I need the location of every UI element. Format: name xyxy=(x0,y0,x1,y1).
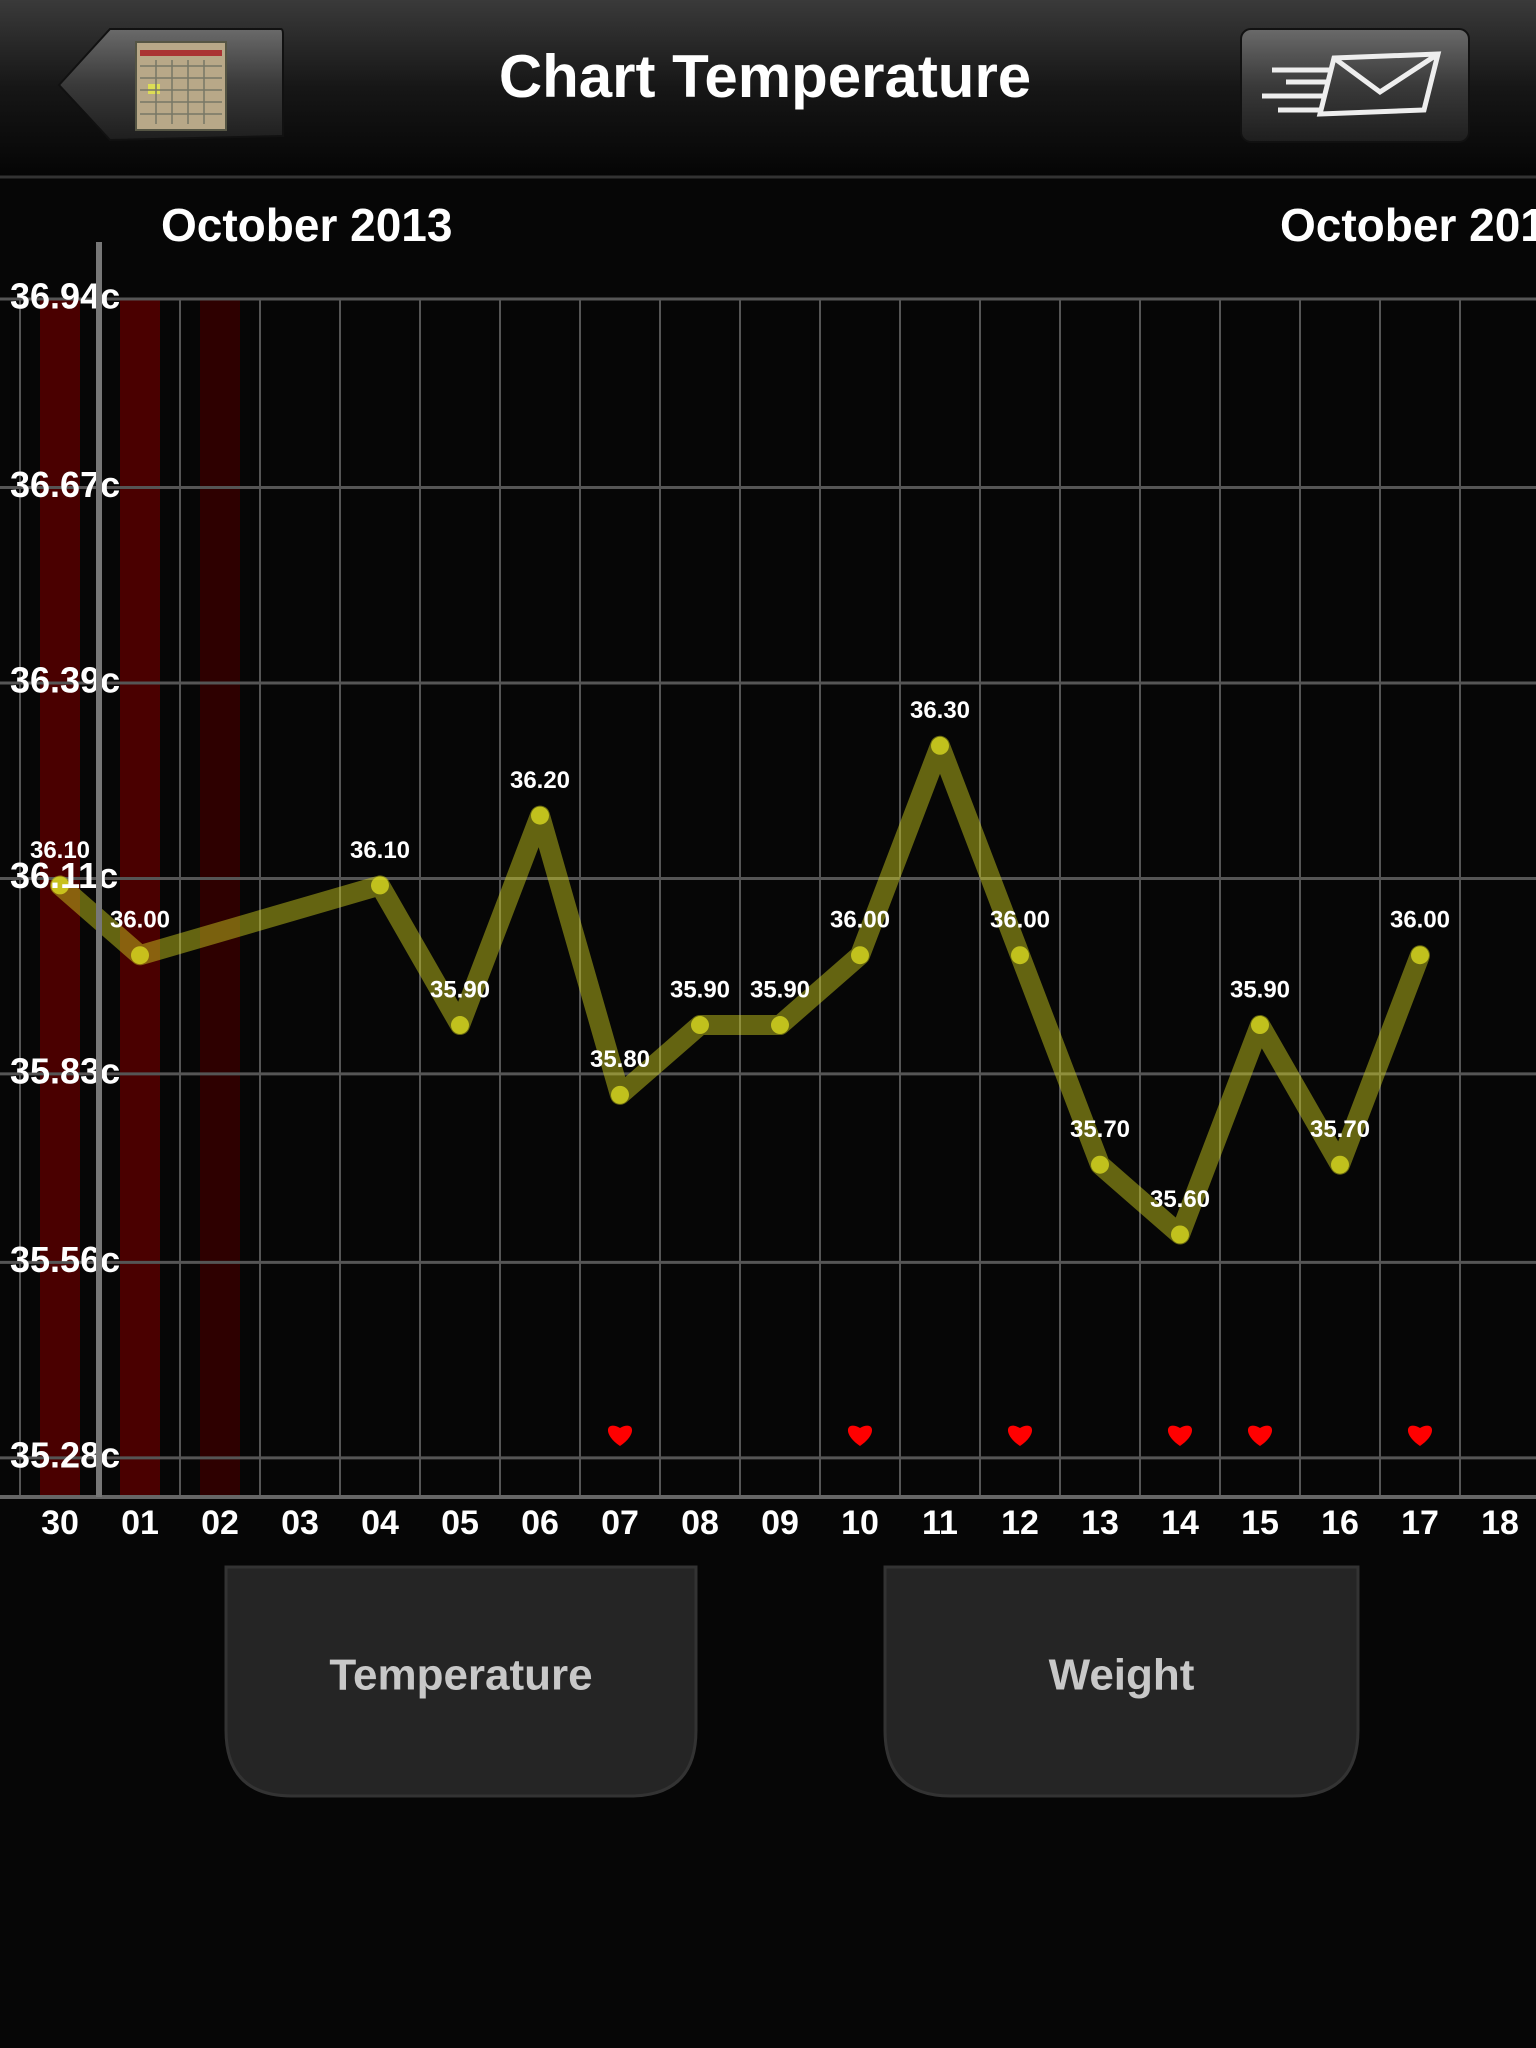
x-tick-label: 15 xyxy=(1241,1504,1279,1542)
data-point xyxy=(691,1016,709,1035)
data-point xyxy=(1171,1225,1189,1244)
month-label: October 2013 xyxy=(161,199,452,251)
tab-button[interactable]: Temperature xyxy=(224,1565,698,1798)
month-label: October 2013 xyxy=(1280,199,1536,251)
data-point xyxy=(371,876,389,895)
data-point xyxy=(1331,1155,1349,1174)
y-tick-label: 35.83c xyxy=(10,1050,120,1091)
y-tick-label: 35.28c xyxy=(10,1434,120,1475)
x-tick-label: 09 xyxy=(761,1504,799,1542)
data-label: 36.00 xyxy=(830,907,890,934)
data-label: 36.10 xyxy=(30,837,90,864)
heart-marker xyxy=(1247,1425,1273,1446)
data-label: 35.90 xyxy=(670,976,730,1003)
x-tick-label: 16 xyxy=(1321,1504,1359,1542)
period-band xyxy=(120,299,160,1497)
tab-button-label: Temperature xyxy=(329,1651,592,1700)
x-tick-label: 02 xyxy=(201,1504,239,1542)
y-tick-label: 35.56c xyxy=(10,1239,120,1280)
data-label: 35.90 xyxy=(1230,976,1290,1003)
heart-marker xyxy=(1167,1425,1193,1446)
y-tick-label: 36.39c xyxy=(10,659,120,700)
data-label: 36.10 xyxy=(350,837,410,864)
chart: October 2013 October 2013 30 01 02 03 04 05 06 07… xyxy=(0,199,1536,1542)
tab-button-label: Weight xyxy=(1049,1651,1195,1700)
heart-marker xyxy=(1407,1425,1433,1446)
x-tick-label: 08 xyxy=(681,1504,719,1542)
data-label: 35.70 xyxy=(1310,1116,1370,1143)
data-point xyxy=(1011,946,1029,965)
data-label: 35.90 xyxy=(430,976,490,1003)
x-tick-label: 18 xyxy=(1481,1504,1519,1542)
tab-button[interactable]: Weight xyxy=(883,1565,1360,1798)
x-tick-label: 30 xyxy=(41,1504,79,1542)
x-tick-label: 01 xyxy=(121,1504,159,1542)
y-tick-label: 36.67c xyxy=(10,464,120,505)
x-tick-label: 13 xyxy=(1081,1504,1119,1542)
x-tick-label: 03 xyxy=(281,1504,319,1542)
heart-marker xyxy=(847,1425,873,1446)
data-point xyxy=(851,946,869,965)
data-point xyxy=(51,876,69,895)
data-label: 36.30 xyxy=(910,697,970,724)
x-tick-label: 05 xyxy=(441,1504,479,1542)
period-band xyxy=(200,299,240,1497)
x-tick-label: 06 xyxy=(521,1504,559,1542)
back-button[interactable] xyxy=(57,28,284,142)
data-point xyxy=(1411,946,1429,965)
data-label: 36.00 xyxy=(990,907,1050,934)
data-label: 36.00 xyxy=(110,907,170,934)
data-label: 35.70 xyxy=(1070,1116,1130,1143)
page-title: Chart Temperature xyxy=(499,43,1031,110)
x-tick-label: 10 xyxy=(841,1504,879,1542)
tab-button-shape xyxy=(883,1565,1360,1798)
data-label: 35.80 xyxy=(590,1046,650,1073)
period-band xyxy=(40,299,80,1497)
data-point xyxy=(771,1016,789,1035)
heart-marker xyxy=(1007,1425,1033,1446)
y-tick-label: 36.94c xyxy=(10,276,120,317)
mail-button[interactable] xyxy=(1240,28,1470,143)
x-tick-label: 14 xyxy=(1161,1504,1199,1542)
data-point xyxy=(131,946,149,965)
tab-buttons: Temperature Weight xyxy=(224,1565,1360,1798)
data-label: 35.60 xyxy=(1150,1186,1210,1213)
x-tick-label: 12 xyxy=(1001,1504,1039,1542)
x-tick-label: 07 xyxy=(601,1504,639,1542)
data-point xyxy=(531,806,549,825)
data-label: 36.00 xyxy=(1390,907,1450,934)
x-tick-label: 17 xyxy=(1401,1504,1439,1542)
heart-marker xyxy=(607,1425,633,1446)
data-point xyxy=(1091,1155,1109,1174)
x-tick-label: 11 xyxy=(922,1504,958,1542)
x-tick-label: 04 xyxy=(361,1504,399,1542)
data-label: 35.90 xyxy=(750,976,810,1003)
data-point xyxy=(931,736,949,755)
data-point xyxy=(451,1016,469,1035)
tab-button-shape xyxy=(224,1565,698,1798)
data-point xyxy=(1251,1016,1269,1035)
data-point xyxy=(611,1085,629,1104)
data-label: 36.20 xyxy=(510,767,570,794)
temperature-line xyxy=(50,735,1430,1245)
